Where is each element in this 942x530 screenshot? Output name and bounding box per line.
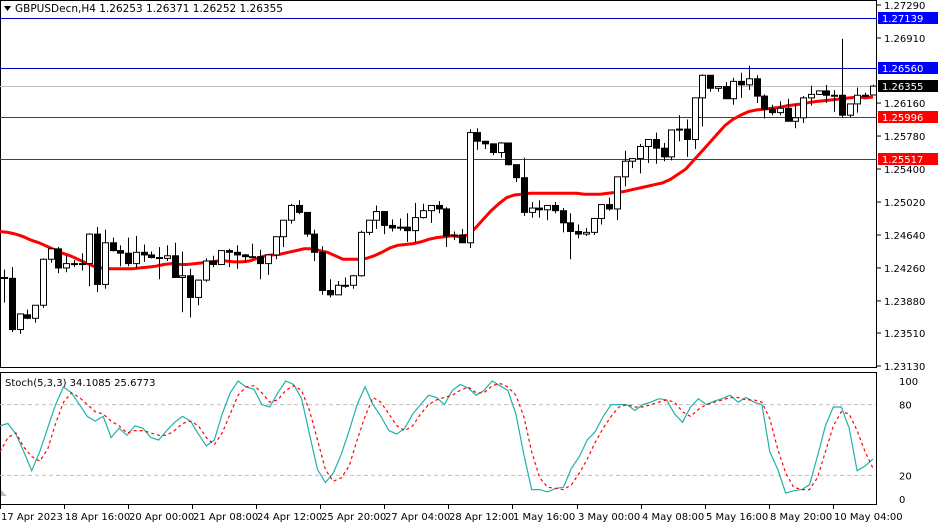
moving-average-line <box>0 95 874 271</box>
time-tick-label: 4 May 08:00 <box>642 512 704 523</box>
corner-resize-icon <box>1 490 7 496</box>
price-tick-label: 1.23510 <box>884 329 925 340</box>
price-tick-label: 1.24260 <box>884 264 925 275</box>
time-tick-label: 27 Apr 04:00 <box>385 512 450 523</box>
price-tick-label: 1.26160 <box>884 99 925 110</box>
time-tick-label: 10 May 04:00 <box>834 512 903 523</box>
time-tick-label: 5 May 16:00 <box>706 512 768 523</box>
stoch-level-label: 80 <box>899 401 912 412</box>
time-tick-label: 3 May 00:00 <box>578 512 640 523</box>
price-tick-label: 1.25780 <box>884 132 925 143</box>
time-tick-label: 21 Apr 08:00 <box>193 512 258 523</box>
stochastic-lines <box>0 380 876 494</box>
price-tick-label: 1.25020 <box>884 198 925 209</box>
time-tick-label: 28 Apr 12:00 <box>449 512 514 523</box>
price-tick-label: 1.24640 <box>884 231 925 242</box>
time-tick-label: 18 Apr 16:00 <box>65 512 130 523</box>
price-level-tag: 1.26560 <box>882 64 923 75</box>
price-tick-label: 1.23130 <box>884 362 925 373</box>
time-tick-label: 25 Apr 20:00 <box>321 512 386 523</box>
price-tick-label: 1.26910 <box>884 34 925 45</box>
time-tick-label: 24 Apr 12:00 <box>257 512 322 523</box>
price-level-tag: 1.25517 <box>882 155 923 166</box>
price-tick-label: 1.27290 <box>884 1 925 12</box>
stoch-level-label: 0 <box>899 495 905 506</box>
candlesticks <box>1 38 877 334</box>
time-tick-label: 17 Apr 2023 <box>1 512 63 523</box>
price-level-tag: 1.25996 <box>882 113 923 124</box>
time-tick-label: 1 May 16:00 <box>513 512 575 523</box>
price-panel[interactable] <box>0 0 877 368</box>
time-tick-label: 8 May 20:00 <box>770 512 832 523</box>
stoch-level-label: 20 <box>899 471 912 482</box>
price-tick-label: 1.25400 <box>884 165 925 176</box>
triangle-down-icon[interactable] <box>4 6 11 11</box>
horizontal-lines[interactable] <box>0 18 877 160</box>
stoch-level-label: 100 <box>899 377 918 388</box>
symbol-header: GBPUSDecn,H4 1.26253 1.26371 1.26252 1.2… <box>15 3 283 15</box>
price-tick-label: 1.23880 <box>884 297 925 308</box>
indicator-panel[interactable] <box>0 372 877 505</box>
price-line-labels: 1.27139 1.26560 1.26355 1.25996 1.25517 <box>878 12 938 166</box>
stochastic-axis: 100 80 20 0 <box>899 377 918 506</box>
price-level-tag: 1.27139 <box>882 14 923 25</box>
price-axis[interactable]: 1.27290 1.26910 1.26160 1.25780 1.25400 1.250… <box>877 1 925 373</box>
indicator-label: Stoch(5,3,3) 34.1085 25.6773 <box>5 378 156 389</box>
price-level-tag: 1.26355 <box>882 82 923 93</box>
time-tick-label: 20 Apr 00:00 <box>129 512 194 523</box>
